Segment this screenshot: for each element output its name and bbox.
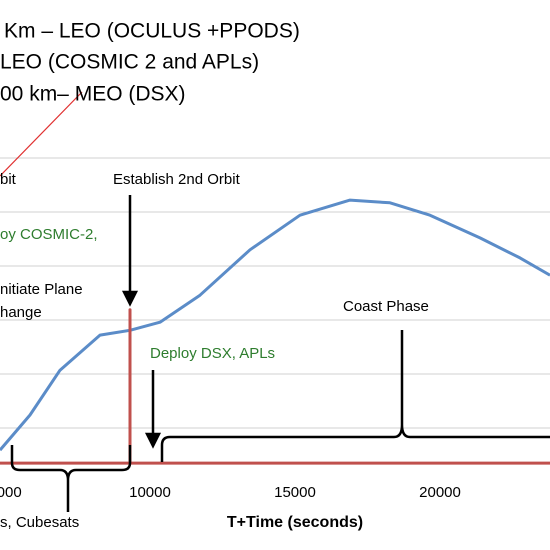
annotation: Establish 2nd Orbit	[113, 171, 241, 188]
x-tick-label: 15000	[274, 484, 316, 501]
annotation: LEO (COSMIC 2 and APLs)	[0, 51, 259, 74]
grid	[0, 157, 550, 429]
plot-area	[0, 198, 550, 465]
x-tick-label: 5000	[0, 484, 22, 501]
annotation: Deploy DSX, APLs	[150, 345, 275, 362]
annotation: hange	[0, 304, 42, 321]
annotation: bit	[0, 171, 17, 188]
x-tick-label: 20000	[419, 484, 461, 501]
annotation: oy COSMIC-2,	[0, 226, 98, 243]
callout-line	[0, 91, 83, 177]
annotation: Km – LEO (OCULUS +PPODS)	[4, 20, 300, 43]
annotation: nitiate Plane	[0, 281, 83, 298]
annotation: s, Cubesats	[0, 514, 79, 531]
x-tick-label: 10000	[129, 484, 171, 501]
data-line	[0, 308, 550, 465]
annotation: 00 km– MEO (DSX)	[0, 83, 186, 106]
x-axis-title: T+Time (seconds)	[227, 514, 363, 531]
annotation-arrows	[10, 195, 550, 512]
data-line	[0, 198, 550, 452]
annotation: Coast Phase	[343, 298, 429, 315]
